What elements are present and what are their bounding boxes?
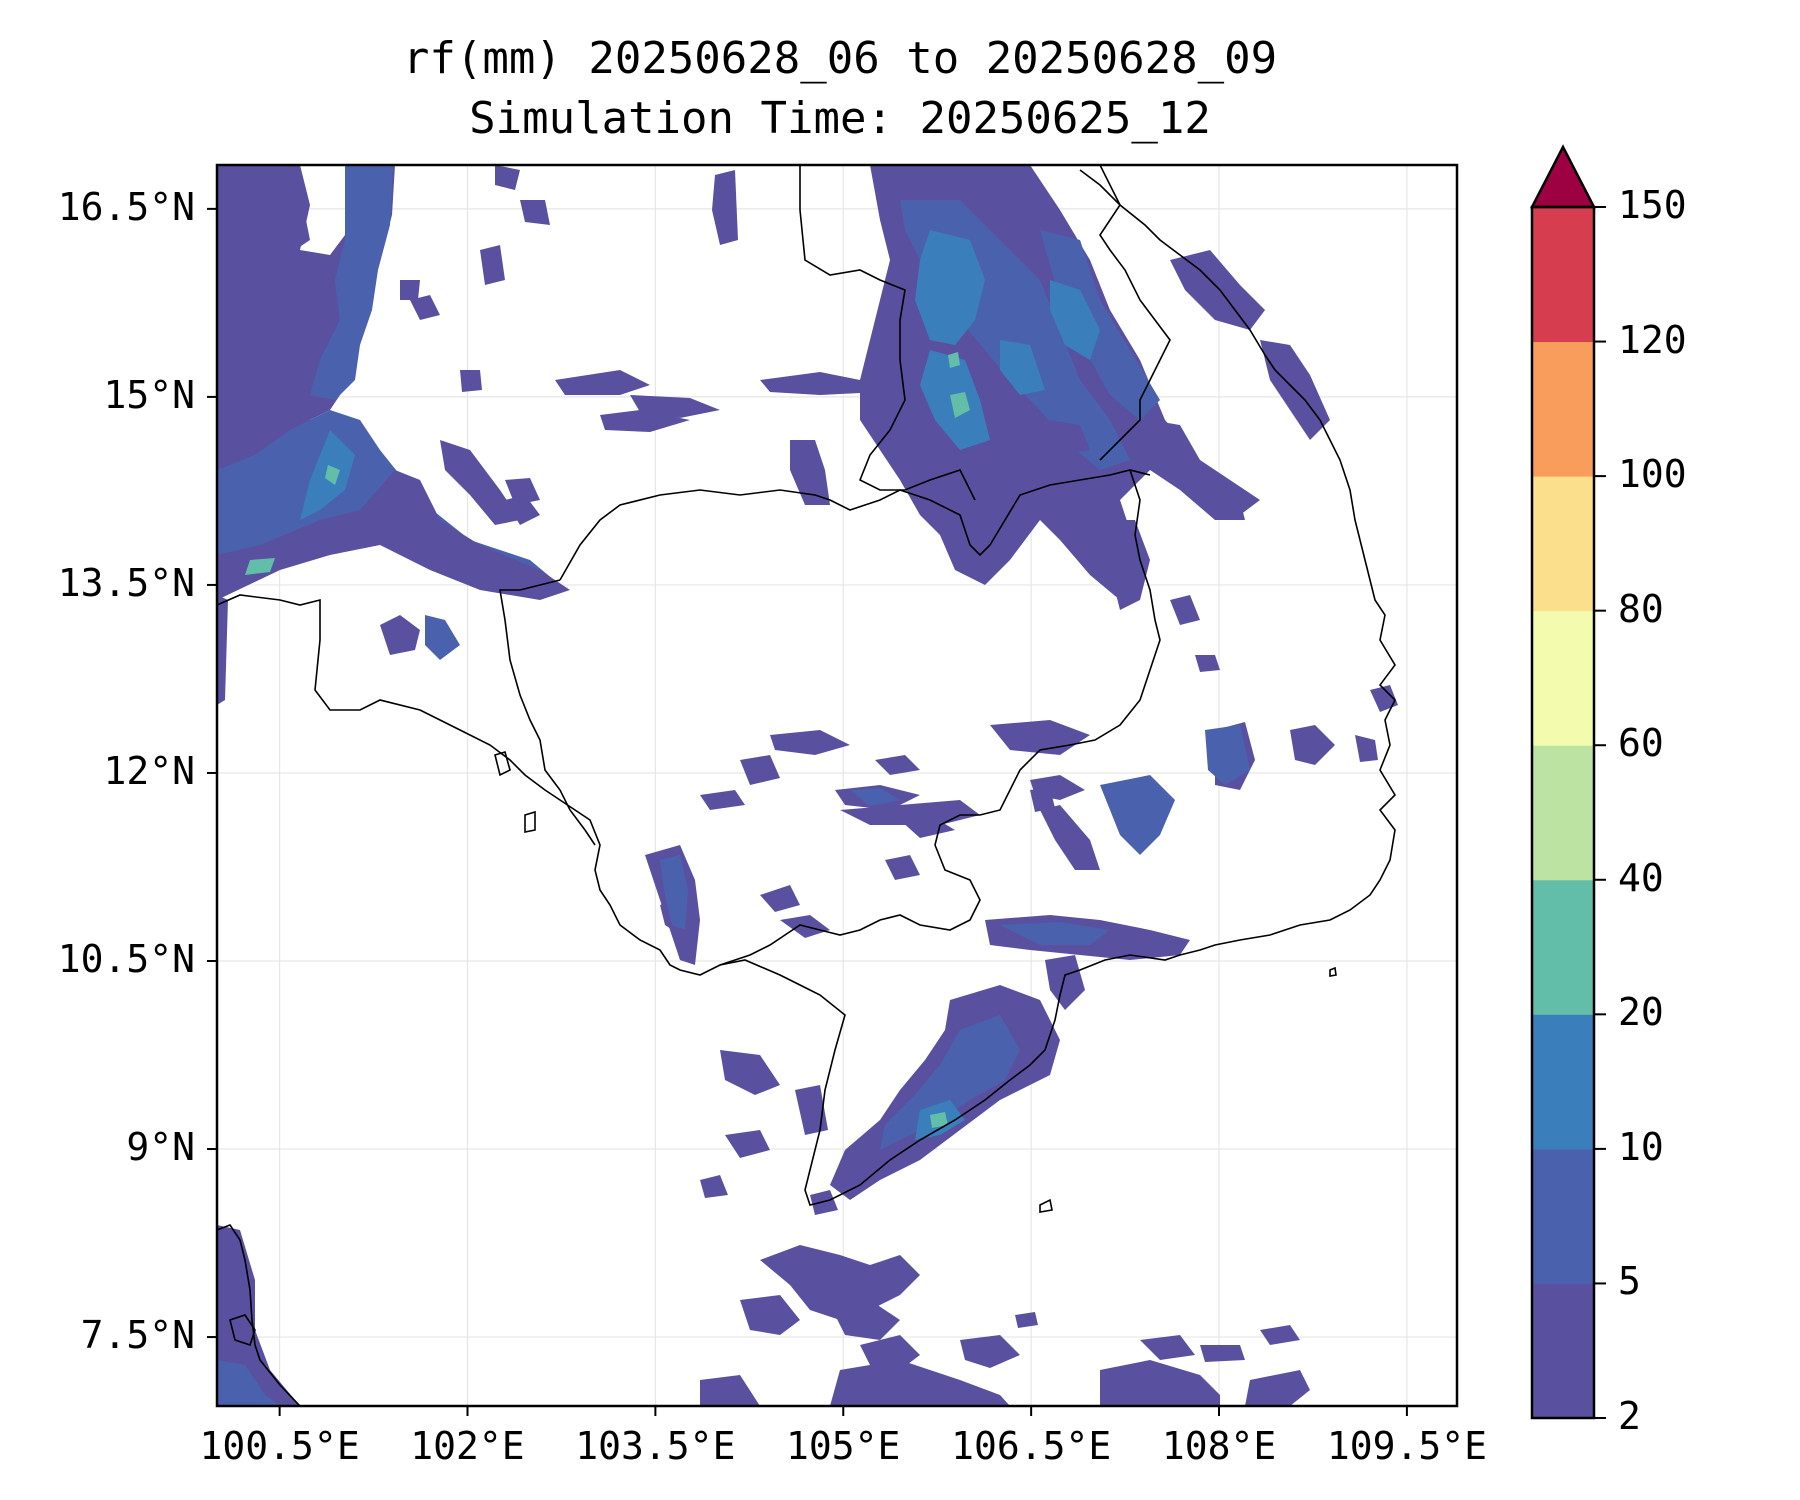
coastlines-borders (217, 165, 1397, 1406)
colorbar-segment (1532, 1148, 1594, 1284)
x-tick-label: 100.5°E (199, 1424, 360, 1468)
colorbar-label: 100 (1618, 452, 1687, 497)
colorbar-segment (1532, 610, 1594, 746)
x-tick-label: 102°E (410, 1424, 525, 1468)
colorbar-segment (1532, 1014, 1594, 1150)
x-tick-label: 105°E (786, 1424, 901, 1468)
colorbar-segment (1532, 341, 1594, 477)
x-tick-marks (278, 1406, 1408, 1416)
x-tick-label: 106.5°E (951, 1424, 1112, 1468)
x-tick-label: 103.5°E (575, 1424, 736, 1468)
colorbar-label: 60 (1618, 721, 1664, 766)
y-tick-label: 15°N (103, 372, 195, 417)
rainfall-shading (217, 165, 1398, 1406)
colorbar-label: 20 (1618, 990, 1664, 1035)
y-tick-marks (207, 207, 217, 1339)
colorbar-segment (1532, 207, 1594, 343)
colorbar-label: 2 (1618, 1394, 1641, 1438)
colorbar-label: 5 (1618, 1259, 1641, 1304)
y-tick-label: 13.5°N (57, 560, 195, 605)
y-tick-label: 7.5°N (80, 1313, 195, 1358)
y-tick-label: 16.5°N (57, 184, 195, 229)
map-title: rf(mm) 20250628_06 to 20250628_09 (402, 33, 1278, 84)
colorbar-label: 150 (1618, 183, 1687, 227)
colorbar-label: 120 (1618, 317, 1687, 362)
colorbar-extend-arrow (1529, 144, 1597, 209)
y-tick-label: 12°N (103, 748, 195, 793)
y-tick-label: 9°N (126, 1125, 195, 1170)
colorbar-label: 10 (1618, 1124, 1664, 1169)
map-frame (215, 163, 1459, 1408)
x-tick-label: 109.5°E (1326, 1424, 1487, 1468)
colorbar-segment (1532, 476, 1594, 612)
colorbar-label: 40 (1618, 855, 1664, 900)
colorbar-frame (1530, 205, 1596, 1420)
colorbar-segment (1532, 879, 1594, 1015)
colorbar-segment (1532, 745, 1594, 881)
y-tick-label: 10.5°N (57, 936, 195, 981)
colorbar (1529, 144, 1606, 1420)
map-gridlines (217, 165, 1457, 1406)
colorbar-segment (1532, 1283, 1594, 1419)
x-tick-label: 108°E (1161, 1424, 1277, 1468)
colorbar-label: 80 (1618, 586, 1664, 631)
map-subtitle: Simulation Time: 20250625_12 (469, 93, 1211, 144)
